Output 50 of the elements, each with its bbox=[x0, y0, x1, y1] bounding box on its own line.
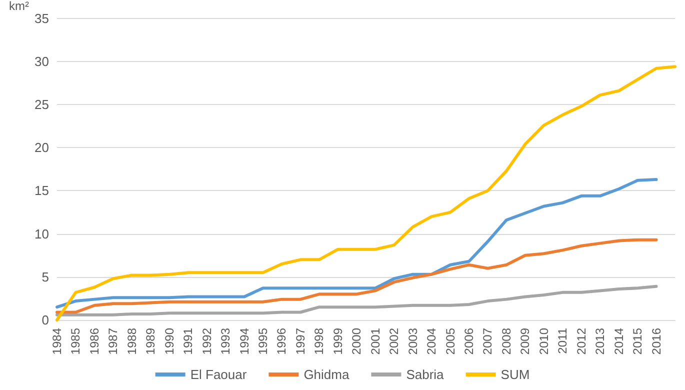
x-tick-label: 2005 bbox=[443, 328, 458, 355]
legend-label: Sabria bbox=[406, 367, 445, 382]
x-tick-label: 1984 bbox=[50, 328, 64, 355]
x-tick-label: 1993 bbox=[218, 328, 233, 355]
x-tick-label: 1990 bbox=[162, 328, 176, 355]
line-series bbox=[56, 178, 658, 309]
y-tick-label: 35 bbox=[34, 10, 49, 26]
y-tick-label: 0 bbox=[42, 312, 49, 328]
y-axis-title: km² bbox=[9, 0, 29, 13]
x-tick-label: 2008 bbox=[499, 328, 514, 355]
x-tick-label: 1986 bbox=[87, 328, 102, 355]
x-tick-label: 2000 bbox=[350, 328, 364, 355]
x-tick-label: 1997 bbox=[293, 328, 308, 355]
x-tick-label: 2012 bbox=[574, 328, 588, 355]
legend-label: El Faouar bbox=[190, 367, 248, 382]
x-tick-label: 2007 bbox=[480, 328, 495, 355]
line-series bbox=[56, 65, 676, 322]
x-tick-label: 1989 bbox=[144, 328, 158, 355]
x-tick-label: 2009 bbox=[518, 328, 532, 355]
line-series bbox=[56, 238, 658, 314]
x-tick-label: 1987 bbox=[106, 328, 120, 355]
x-tick-label: 2011 bbox=[556, 328, 570, 354]
x-tick-label: 1988 bbox=[124, 328, 139, 355]
x-tick-label: 2016 bbox=[649, 328, 664, 355]
y-tick-label: 25 bbox=[34, 97, 49, 112]
x-tick-label: 1998 bbox=[312, 328, 326, 355]
y-tick-label: 20 bbox=[34, 140, 49, 156]
legend-label: Ghidma bbox=[304, 367, 350, 382]
legend-label: SUM bbox=[500, 367, 530, 382]
x-tick-label: 1991 bbox=[181, 328, 196, 355]
x-tick-label: 1995 bbox=[256, 328, 270, 355]
x-tick-label: 2003 bbox=[406, 328, 420, 355]
x-tick-label: 2015 bbox=[630, 328, 645, 355]
y-tick-label: 5 bbox=[42, 269, 49, 284]
x-tick-label: 1996 bbox=[274, 328, 289, 355]
y-tick-label: 10 bbox=[34, 226, 49, 242]
x-tick-label: 1999 bbox=[330, 328, 345, 355]
x-tick-label: 2002 bbox=[387, 328, 402, 355]
x-tick-label: 2004 bbox=[424, 328, 439, 355]
x-tick-label: 2006 bbox=[462, 328, 476, 355]
x-tick-label: 2010 bbox=[536, 328, 551, 355]
x-tick-label: 1992 bbox=[200, 328, 214, 355]
y-tick-label: 30 bbox=[34, 54, 49, 69]
x-tick-label: 1985 bbox=[68, 328, 83, 355]
x-tick-label: 1994 bbox=[237, 328, 252, 355]
line-series bbox=[56, 284, 658, 316]
x-tick-label: 2013 bbox=[593, 328, 608, 355]
x-tick-label: 2014 bbox=[612, 328, 626, 355]
x-tick-label: 2001 bbox=[368, 328, 382, 355]
y-tick-label: 15 bbox=[34, 183, 49, 198]
